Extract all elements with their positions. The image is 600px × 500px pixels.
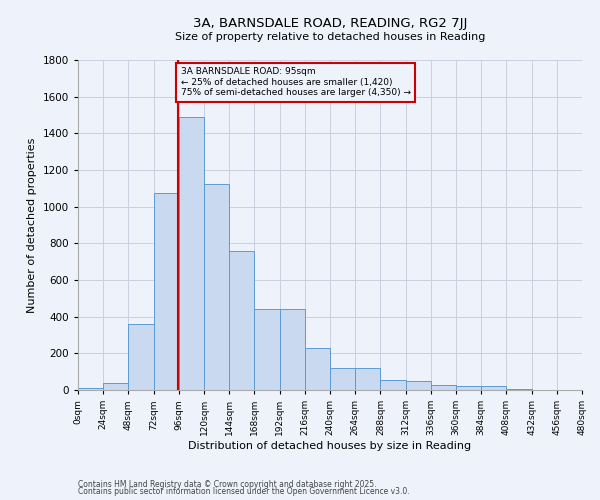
X-axis label: Distribution of detached houses by size in Reading: Distribution of detached houses by size … bbox=[188, 441, 472, 451]
Y-axis label: Number of detached properties: Number of detached properties bbox=[27, 138, 37, 312]
Bar bbox=[481, 386, 506, 390]
Bar bbox=[128, 324, 154, 390]
Bar bbox=[103, 382, 128, 390]
Bar bbox=[254, 310, 280, 390]
Bar bbox=[280, 310, 305, 390]
Bar bbox=[456, 386, 481, 390]
Bar bbox=[154, 193, 179, 390]
Text: 3A BARNSDALE ROAD: 95sqm
← 25% of detached houses are smaller (1,420)
75% of sem: 3A BARNSDALE ROAD: 95sqm ← 25% of detach… bbox=[181, 68, 411, 97]
Bar bbox=[229, 250, 254, 390]
Bar bbox=[204, 184, 229, 390]
Bar bbox=[406, 381, 431, 390]
Bar bbox=[506, 389, 532, 390]
Bar bbox=[380, 380, 406, 390]
Text: Size of property relative to detached houses in Reading: Size of property relative to detached ho… bbox=[175, 32, 485, 42]
Text: Contains HM Land Registry data © Crown copyright and database right 2025.: Contains HM Land Registry data © Crown c… bbox=[78, 480, 377, 489]
Bar bbox=[305, 348, 330, 390]
Bar bbox=[78, 388, 103, 390]
Bar bbox=[431, 384, 456, 390]
Text: 3A, BARNSDALE ROAD, READING, RG2 7JJ: 3A, BARNSDALE ROAD, READING, RG2 7JJ bbox=[193, 18, 467, 30]
Bar bbox=[330, 368, 355, 390]
Bar bbox=[179, 117, 204, 390]
Bar bbox=[355, 368, 380, 390]
Text: Contains public sector information licensed under the Open Government Licence v3: Contains public sector information licen… bbox=[78, 488, 410, 496]
